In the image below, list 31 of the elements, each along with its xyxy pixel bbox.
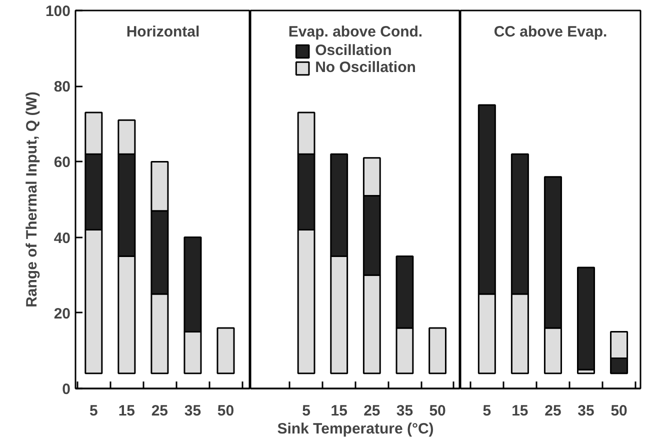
y-tick-label: 40 bbox=[54, 230, 71, 247]
y-axis-title: Range of Thermal Input, Q (W) bbox=[23, 92, 40, 308]
x-tick-label: 35 bbox=[184, 402, 202, 420]
text: Horizontal bbox=[126, 24, 200, 40]
y-tick-label: 20 bbox=[54, 305, 71, 322]
x-tick-label: 35 bbox=[396, 402, 414, 420]
x-tick-label: 25 bbox=[151, 402, 168, 420]
y-tick-label: 80 bbox=[54, 78, 71, 96]
bar bbox=[216, 327, 235, 374]
x-tick-label: 15 bbox=[330, 402, 348, 420]
legend-label: No Oscillation bbox=[315, 59, 416, 76]
y-tick-label: 0 bbox=[62, 381, 70, 398]
x-tick-label: 15 bbox=[118, 402, 136, 420]
text: Evap. above Cond. bbox=[288, 24, 423, 40]
y-tick-label: 100 bbox=[45, 3, 71, 20]
x-tick-label: 50 bbox=[429, 402, 446, 420]
x-tick-label: 5 bbox=[302, 402, 310, 420]
legend-label: Oscillation bbox=[315, 42, 392, 59]
x-tick-label: 15 bbox=[512, 402, 528, 420]
x-tick-label: 50 bbox=[217, 402, 234, 420]
bar bbox=[577, 266, 596, 370]
y-tick-label: 60 bbox=[54, 154, 71, 172]
x-tick-label: 5 bbox=[89, 402, 98, 420]
x-tick-label: 5 bbox=[482, 402, 492, 420]
text: CC above Evap. bbox=[494, 24, 608, 40]
x-tick-label: 25 bbox=[364, 402, 380, 420]
x-tick-label: 50 bbox=[610, 402, 628, 420]
bar bbox=[428, 327, 446, 374]
x-tick-label: 25 bbox=[544, 402, 562, 420]
x-tick-label: 35 bbox=[578, 402, 594, 420]
x-axis-title: Sink Temperature (°C) bbox=[277, 420, 434, 438]
